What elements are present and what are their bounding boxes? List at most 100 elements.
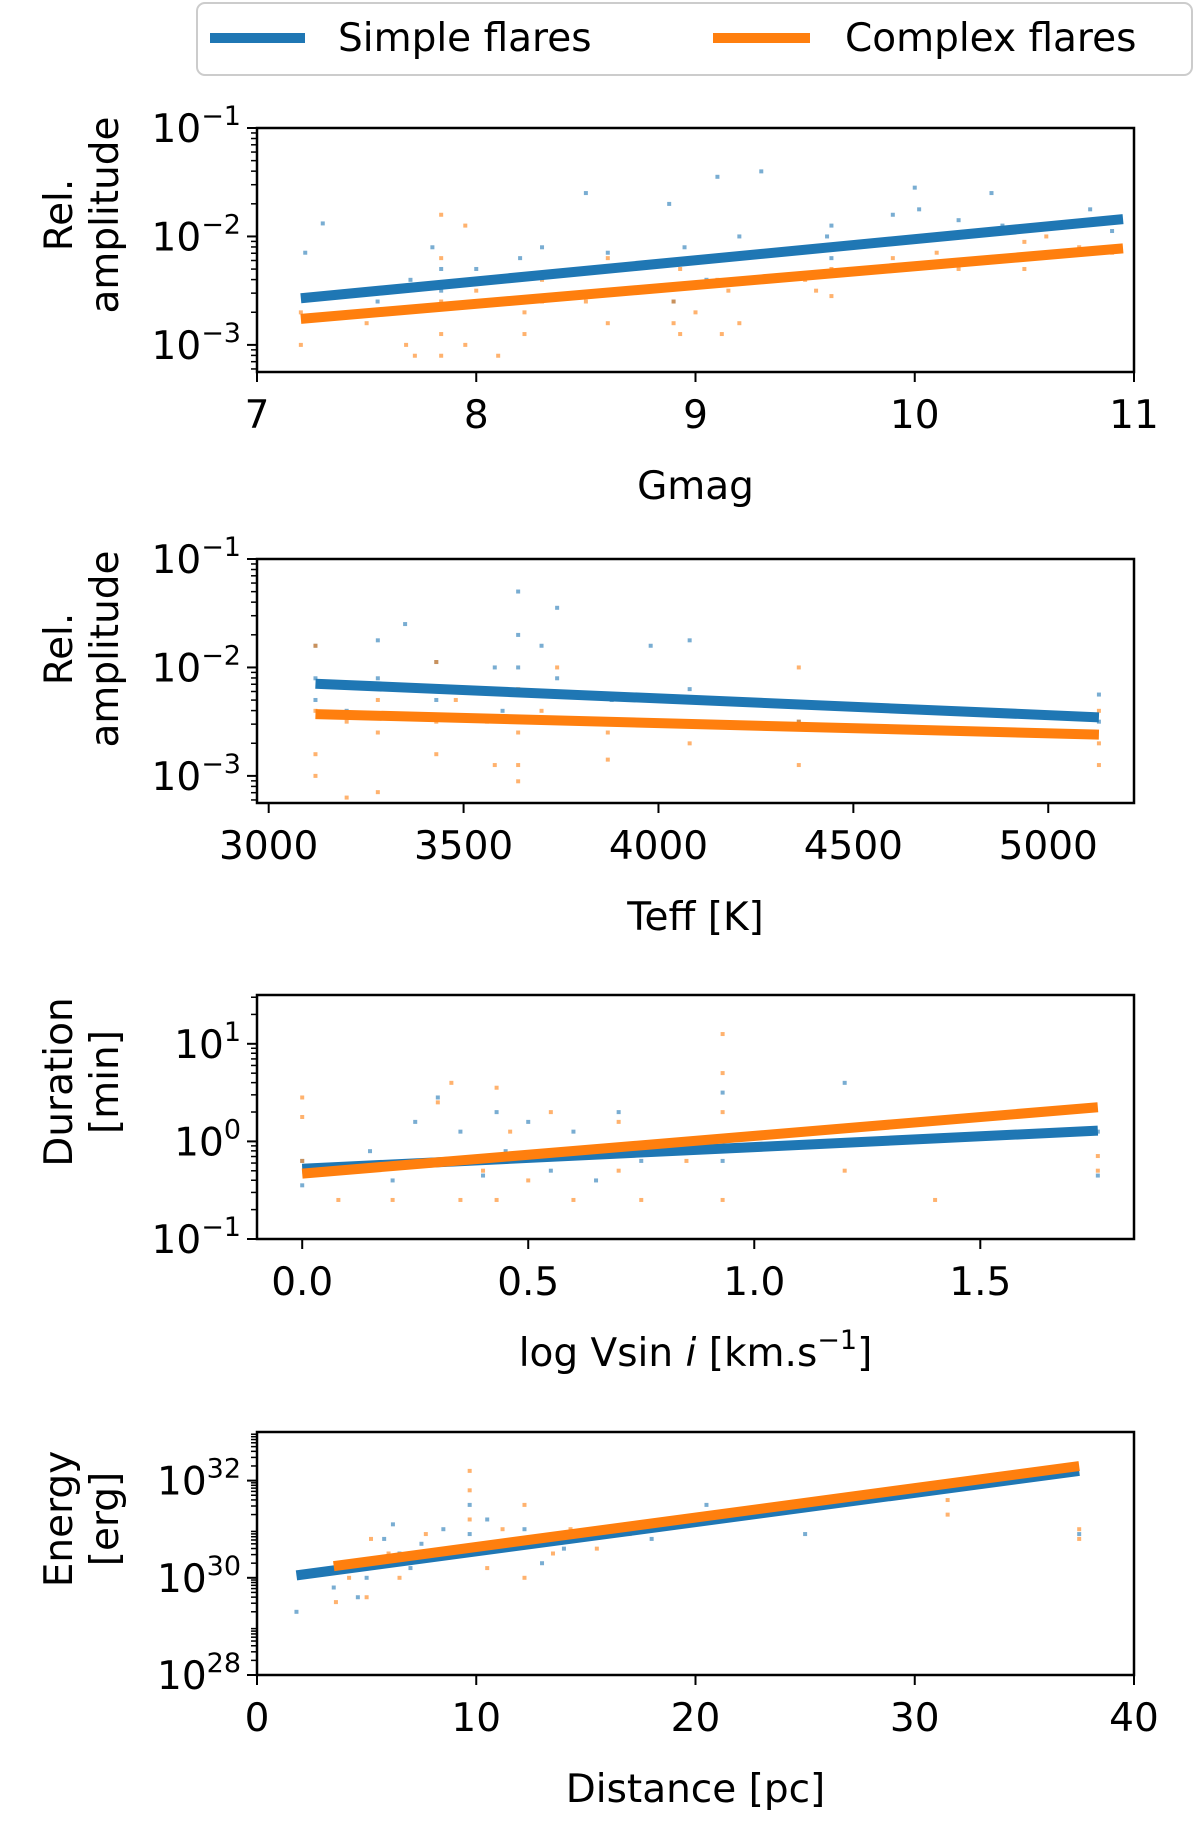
x-tick-label: 10 [890, 393, 940, 438]
data-point [561, 1546, 566, 1551]
data-point [639, 1197, 644, 1202]
x-tick-label: 3500 [414, 824, 513, 869]
data-point [463, 342, 468, 347]
x-axis-label: Distance [pc] [566, 1767, 826, 1812]
data-point [313, 697, 318, 702]
data-point [516, 730, 521, 735]
data-point [347, 1575, 352, 1580]
data-point [571, 1129, 576, 1134]
axes-frame [255, 126, 1136, 374]
x-tick-label: 11 [1109, 393, 1159, 438]
axes-frame [255, 557, 1136, 805]
data-point [649, 1536, 654, 1541]
data-point [441, 1527, 446, 1532]
data-point [508, 1129, 513, 1134]
data-point [539, 643, 544, 648]
x-tick-label: 1.5 [949, 1260, 1011, 1305]
data-point [439, 353, 444, 358]
data-point [364, 1595, 369, 1600]
series-simple-points [294, 1483, 1082, 1614]
data-point [956, 218, 961, 223]
data-point [500, 1527, 505, 1532]
data-point [1096, 692, 1101, 697]
data-point [430, 245, 435, 250]
data-point [516, 589, 521, 594]
data-point [313, 643, 318, 648]
data-point [408, 277, 413, 282]
data-point [516, 665, 521, 670]
data-point [540, 1561, 545, 1566]
data-point [500, 708, 505, 713]
data-point [494, 1197, 499, 1202]
fit-line-simple [315, 678, 1100, 723]
data-point [682, 245, 687, 250]
x-axis-label: Teff [K] [626, 895, 763, 940]
data-point [300, 1115, 305, 1119]
data-point [583, 191, 588, 196]
data-point [726, 288, 731, 293]
legend: Simple flares Complex flares [196, 2, 1193, 76]
data-point [917, 207, 922, 212]
data-point [435, 1100, 440, 1105]
axes-frame [255, 993, 1136, 1241]
data-point [474, 266, 479, 271]
panel-gmag: 7 8 9 10 11 10−1 10−2 10−3 Gmag Rel.amplitude [37, 101, 1159, 509]
data-point [522, 1527, 527, 1532]
x-tick-label: 0.0 [271, 1260, 333, 1305]
x-tick-label: 8 [464, 393, 489, 438]
data-point [678, 266, 683, 271]
data-point [390, 1178, 395, 1183]
data-point [1088, 207, 1093, 212]
y-tick-label: 10−1 [152, 1212, 241, 1263]
data-point [737, 234, 742, 239]
data-point [439, 332, 444, 337]
series-complex-points [300, 1032, 1100, 1202]
x-tick-label: 3000 [219, 824, 318, 869]
data-point [1077, 1536, 1082, 1541]
data-point [1096, 719, 1101, 724]
x-tick-label: 30 [890, 1696, 940, 1741]
data-point [1095, 1154, 1100, 1159]
data-point [355, 1595, 360, 1600]
panels: 7 8 9 10 1110−110−210−3GmagRel.amplitude3000… [37, 101, 1159, 1812]
data-point [594, 1546, 599, 1551]
data-point [496, 353, 501, 358]
data-point [344, 795, 349, 800]
data-point [412, 353, 417, 358]
data-point [492, 763, 497, 768]
data-point [616, 1119, 621, 1124]
y-tick-label: 1030 [157, 1551, 241, 1602]
data-point [397, 1575, 402, 1580]
data-point [678, 332, 683, 337]
data-point [842, 1168, 847, 1173]
data-point [720, 1110, 725, 1115]
y-tick-label: 10−2 [152, 209, 241, 260]
data-point [423, 1532, 428, 1537]
data-point [300, 1183, 305, 1188]
data-point [605, 250, 610, 255]
x-tick-label: 0 [245, 1696, 270, 1741]
data-point [300, 1095, 305, 1100]
data-point [639, 1158, 644, 1163]
data-point [540, 245, 545, 250]
fit-line-complex [333, 1461, 1080, 1572]
data-point [803, 1532, 808, 1537]
data-point [693, 310, 698, 315]
data-point [333, 1600, 338, 1605]
data-point [375, 697, 380, 702]
data-point [571, 1197, 576, 1202]
fit-line-complex [301, 1102, 1099, 1179]
data-point [687, 741, 692, 746]
data-point [704, 1502, 709, 1507]
data-point [463, 223, 468, 228]
legend-frame [196, 2, 1193, 76]
panel-vsini: 0.0 0.5 1.0 1.5 101 100 10−1 log Vsin i [km.s−1… [37, 993, 1136, 1376]
data-point [467, 1488, 472, 1493]
data-point [605, 757, 610, 762]
data-point [1000, 223, 1005, 228]
data-point [945, 1512, 950, 1517]
data-point [1022, 239, 1027, 244]
data-point [439, 212, 444, 217]
data-point [956, 266, 961, 271]
data-point [1077, 1527, 1082, 1532]
